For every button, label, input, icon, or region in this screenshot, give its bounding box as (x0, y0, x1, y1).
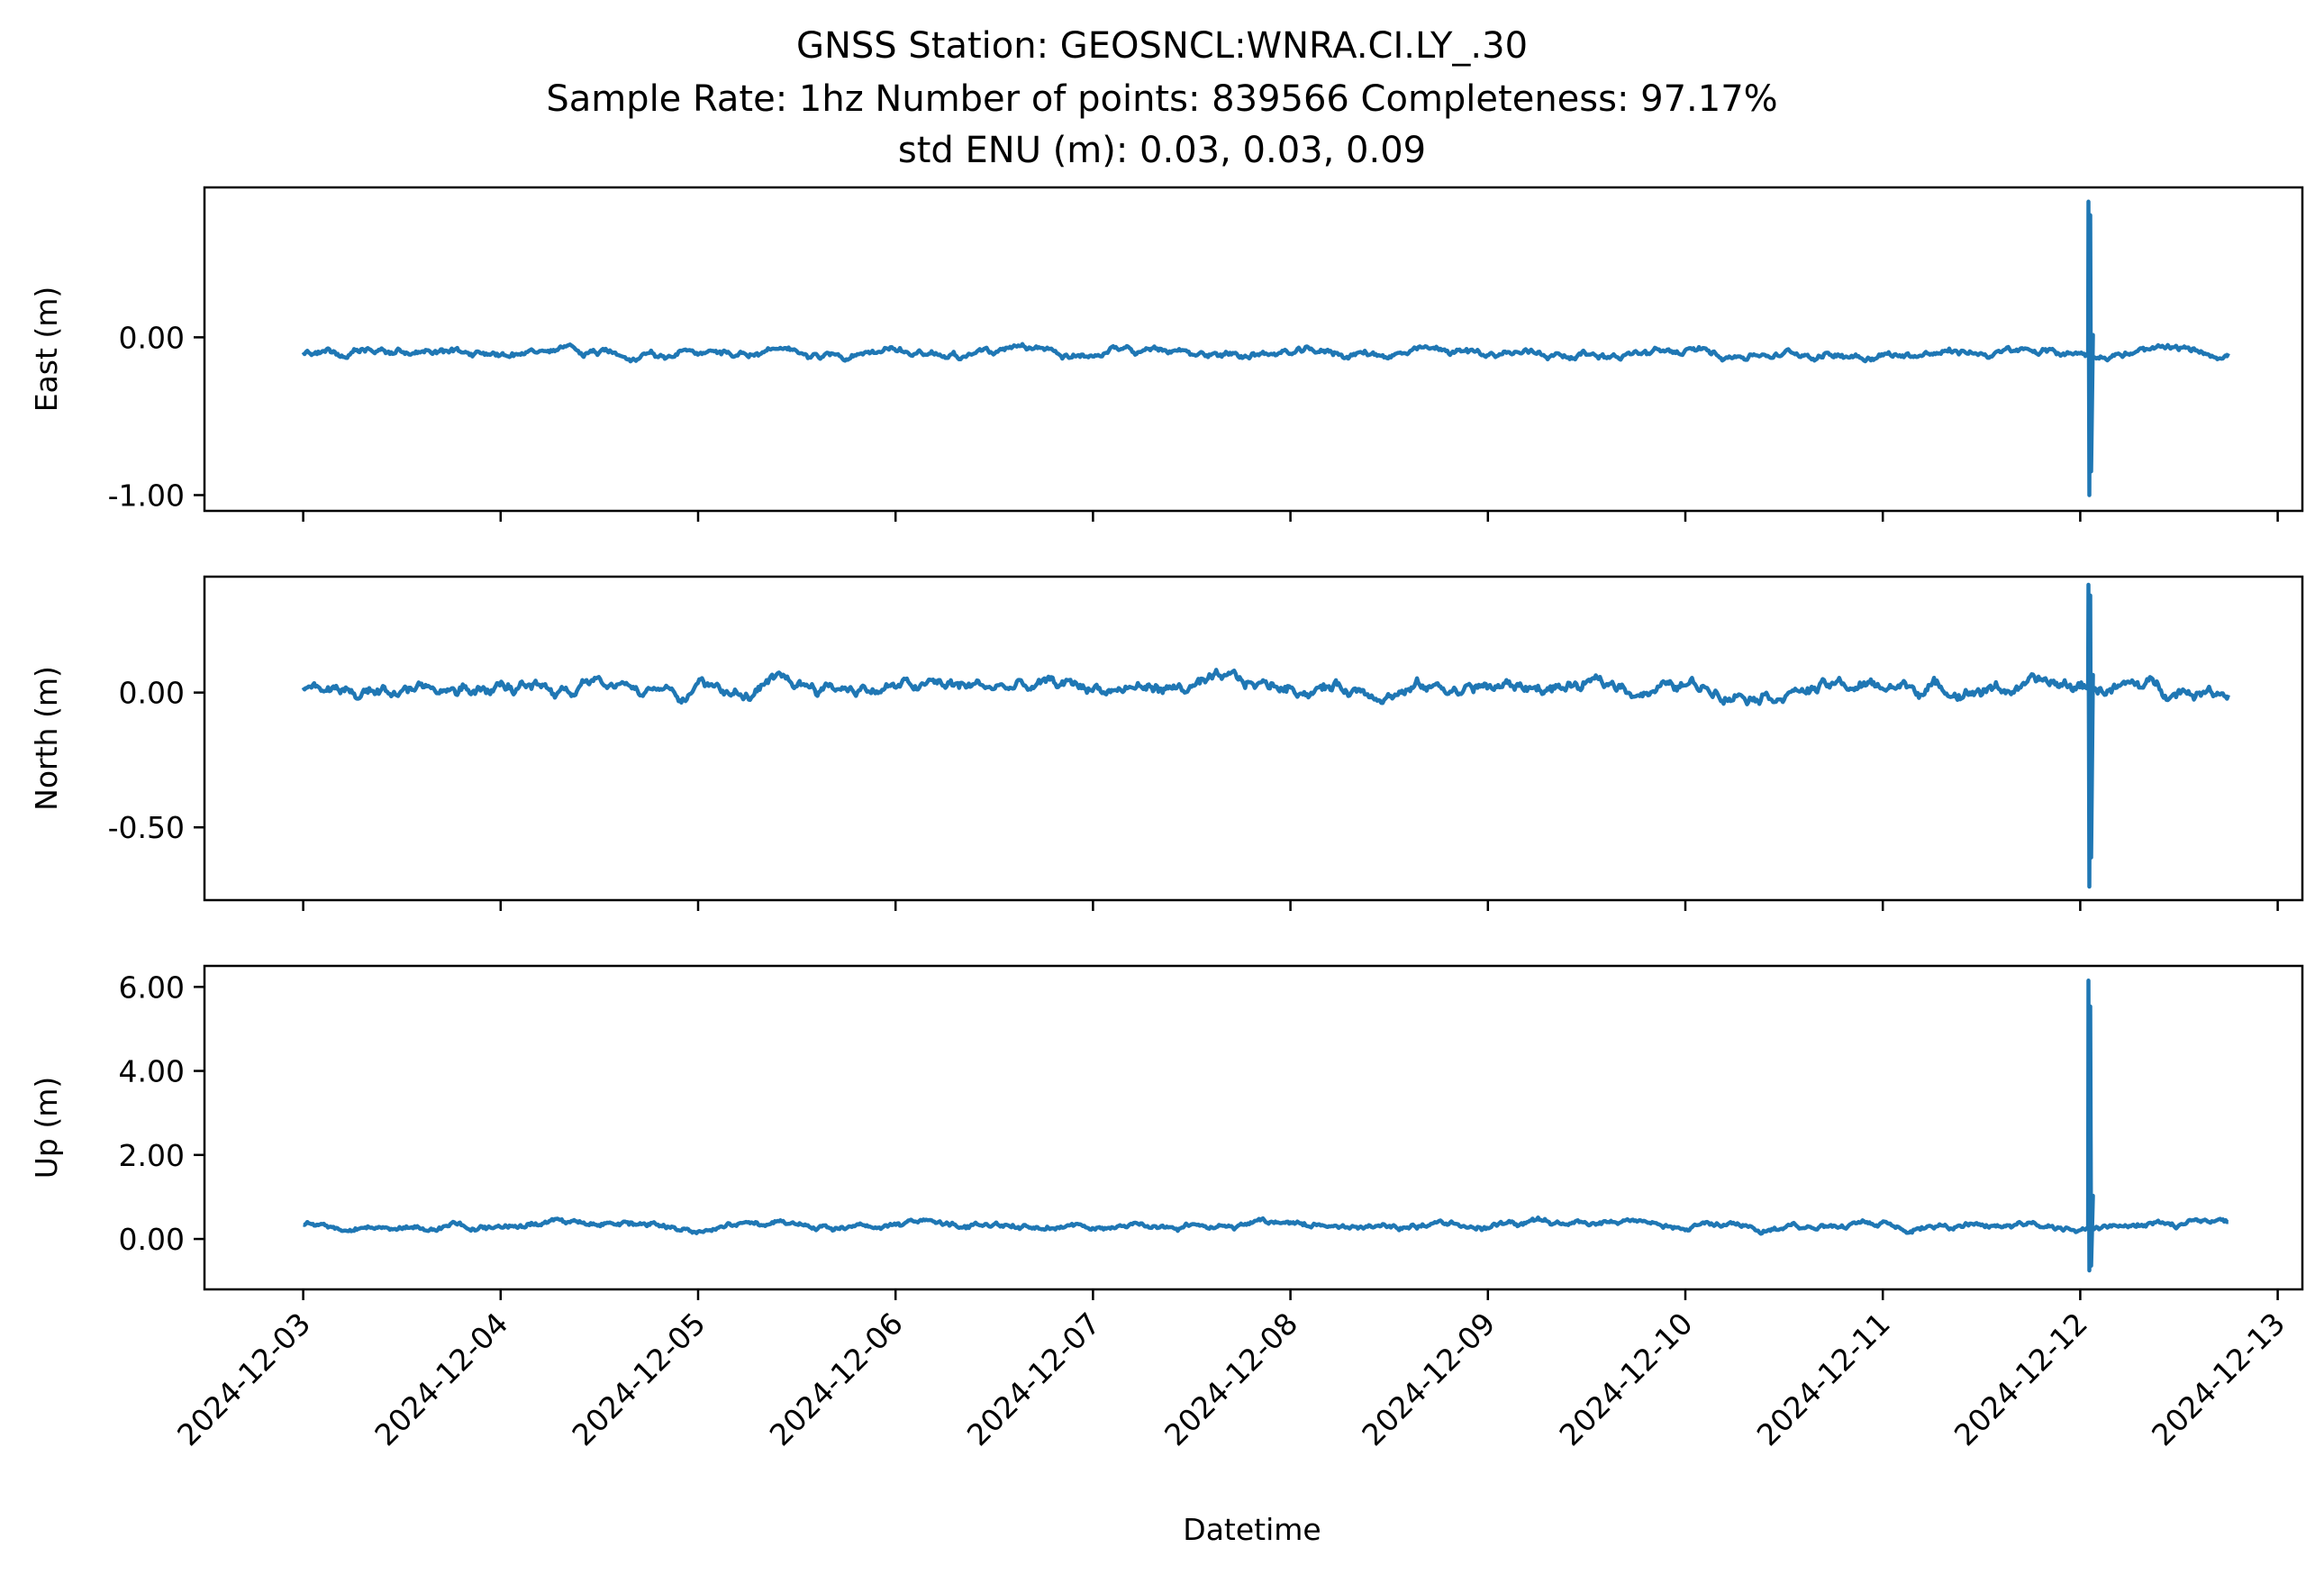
title-line-3: std ENU (m): 0.03, 0.03, 0.09 (898, 130, 1426, 171)
subplot-panels: 0.00 -1.00 East (m) 0.00 -0.50 North (m) 6.00 4… (29, 186, 2304, 1300)
y-tick-label: 6.00 (119, 970, 185, 1005)
series-line (301, 199, 2230, 497)
y-tick-label: 2.00 (119, 1138, 185, 1173)
plot-frame (203, 964, 2304, 1291)
title-line-2: Sample Rate: 1hz Number of points: 83956… (546, 78, 1777, 120)
x-axis-label: Datetime (1183, 1512, 1321, 1547)
y-tick-label: 4.00 (119, 1054, 185, 1089)
x-tick-label: 2024-12-07 (960, 1306, 1107, 1452)
plot-frame (203, 575, 2304, 902)
subplot-2: 0.00 -0.50 North (m) (29, 575, 2304, 911)
x-tick-label: 2024-12-05 (565, 1306, 712, 1452)
y-axis-label: North (m) (29, 666, 64, 811)
x-tick-label: 2024-12-06 (763, 1306, 910, 1452)
x-tick-label: 2024-12-13 (2145, 1306, 2292, 1452)
y-axis-label: East (m) (29, 287, 64, 413)
x-tick-label: 2024-12-09 (1355, 1306, 1502, 1452)
x-tick-label: 2024-12-10 (1552, 1306, 1699, 1452)
x-tick-label: 2024-12-11 (1750, 1306, 1897, 1452)
x-tick-label: 2024-12-12 (1947, 1306, 2094, 1452)
x-tick-label: 2024-12-03 (170, 1306, 317, 1452)
plot-frame (203, 186, 2304, 513)
subplot-1: 0.00 -1.00 East (m) (29, 186, 2304, 522)
y-axis-label: Up (m) (29, 1077, 64, 1179)
y-tick-label: 0.00 (119, 320, 185, 355)
x-tick-label: 2024-12-04 (368, 1306, 514, 1452)
series-line (302, 979, 2229, 1273)
y-tick-label: 0.00 (119, 676, 185, 711)
y-tick-label: -0.50 (108, 810, 185, 845)
series-line (301, 582, 2230, 889)
x-tick-label: 2024-12-08 (1157, 1306, 1304, 1452)
figure-title: GNSS Station: GEOSNCL:WNRA.CI.LY_.30 Sam… (546, 25, 1777, 171)
y-tick-label: 0.00 (119, 1222, 185, 1257)
title-line-1: GNSS Station: GEOSNCL:WNRA.CI.LY_.30 (796, 25, 1528, 67)
subplot-3: 6.00 4.00 2.00 0.00 Up (m) (29, 964, 2304, 1300)
x-axis-ticks: 2024-12-03 2024-12-04 2024-12-05 2024-12-06… (170, 1306, 2292, 1452)
y-tick-label: -1.00 (108, 478, 185, 513)
